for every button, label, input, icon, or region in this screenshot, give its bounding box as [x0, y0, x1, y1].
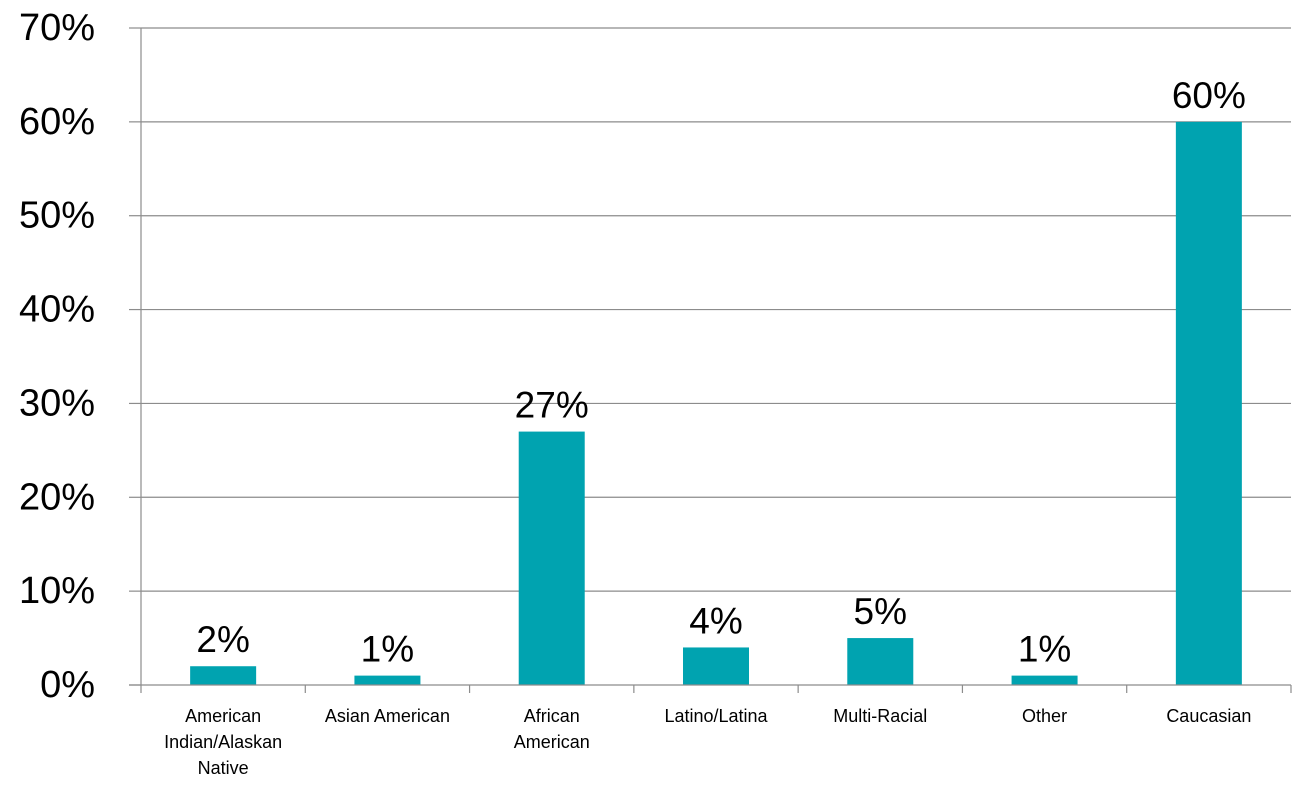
bar [1175, 121, 1242, 686]
y-tick-label: 40% [19, 289, 95, 331]
category-label: Native [198, 758, 249, 778]
category-label: Caucasian [1166, 706, 1251, 726]
category-label: American [514, 732, 590, 752]
data-label: 60% [1172, 75, 1246, 116]
category-label: Indian/Alaskan [164, 732, 282, 752]
y-tick-label: 20% [19, 476, 95, 518]
y-tick-label: 0% [40, 664, 95, 706]
data-label: 2% [196, 619, 249, 660]
bar [683, 647, 749, 685]
data-label: 1% [1018, 629, 1071, 670]
gridlines [141, 27, 1291, 592]
category-label: African [524, 706, 580, 726]
bar [1011, 675, 1078, 685]
data-labels: 2% 1% 27% 4% 5% 1% 60% [196, 75, 1245, 670]
y-tick-label: 10% [19, 570, 95, 612]
y-tick-label: 30% [19, 382, 95, 424]
y-tick-label: 70% [19, 7, 95, 49]
data-label: 27% [515, 385, 589, 426]
category-label: Other [1022, 706, 1067, 726]
category-label: Latino/Latina [664, 706, 768, 726]
y-axis-tick-labels: 0% 10% 20% 30% 40% 50% 60% 70% [19, 7, 95, 706]
axes [129, 27, 1292, 693]
bars [190, 121, 1242, 686]
bar [518, 431, 585, 685]
bar [190, 666, 257, 685]
bar [354, 675, 421, 685]
bar [847, 638, 914, 685]
data-label: 5% [854, 591, 907, 632]
category-label: Asian American [325, 706, 450, 726]
data-label: 1% [361, 629, 414, 670]
x-axis-category-labels: American Indian/Alaskan Native Asian Americ… [164, 706, 1251, 778]
category-label: American [185, 706, 261, 726]
category-label: Multi-Racial [833, 706, 927, 726]
y-tick-label: 60% [19, 101, 95, 143]
data-label: 4% [689, 600, 742, 641]
y-tick-label: 50% [19, 195, 95, 237]
